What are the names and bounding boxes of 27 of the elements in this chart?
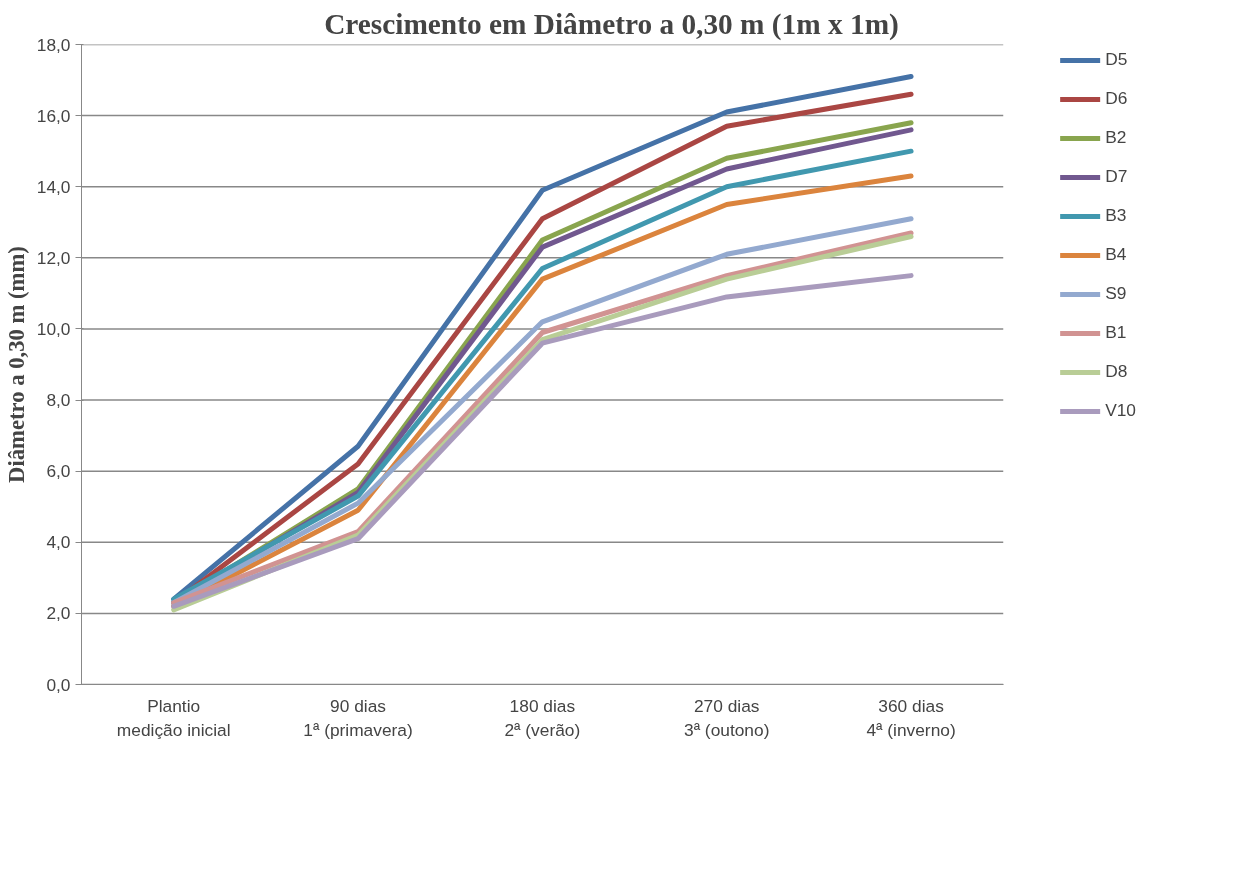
- legend-label: S9: [1105, 283, 1127, 304]
- legend-label: D6: [1105, 88, 1128, 109]
- x-tick-label: 180 dias 2ª (verão): [504, 695, 581, 740]
- legend-label: B2: [1105, 127, 1127, 148]
- y-tick-label: 16,0: [36, 105, 71, 126]
- y-tick-label: 8,0: [46, 390, 71, 411]
- chart-title: Crescimento em Diâmetro a 0,30 m (1m x 1m): [324, 7, 899, 41]
- legend-label: D7: [1105, 166, 1128, 187]
- x-tick-label: 360 dias 4ª (inverno): [866, 695, 956, 740]
- x-tick-label: 90 dias 1ª (primavera): [303, 695, 413, 740]
- legend-label: D5: [1105, 49, 1128, 70]
- y-tick-label: 0,0: [46, 674, 71, 695]
- x-tick-label: Plantio medição inicial: [116, 695, 231, 740]
- legend-label: V10: [1105, 400, 1136, 421]
- legend-label: B4: [1105, 244, 1127, 265]
- legend-label: B3: [1105, 205, 1127, 226]
- y-tick-label: 18,0: [36, 34, 71, 55]
- y-tick-label: 4,0: [46, 532, 71, 553]
- y-tick-label: 6,0: [46, 461, 71, 482]
- legend-label: D8: [1105, 361, 1128, 382]
- y-tick-label: 2,0: [46, 603, 71, 624]
- y-tick-label: 10,0: [36, 318, 71, 339]
- y-tick-label: 12,0: [36, 247, 71, 268]
- y-tick-label: 14,0: [36, 176, 71, 197]
- legend-label: B1: [1105, 322, 1127, 343]
- x-tick-label: 270 dias 3ª (outono): [684, 695, 770, 740]
- y-axis-title: Diâmetro a 0,30 m (mm): [3, 246, 29, 483]
